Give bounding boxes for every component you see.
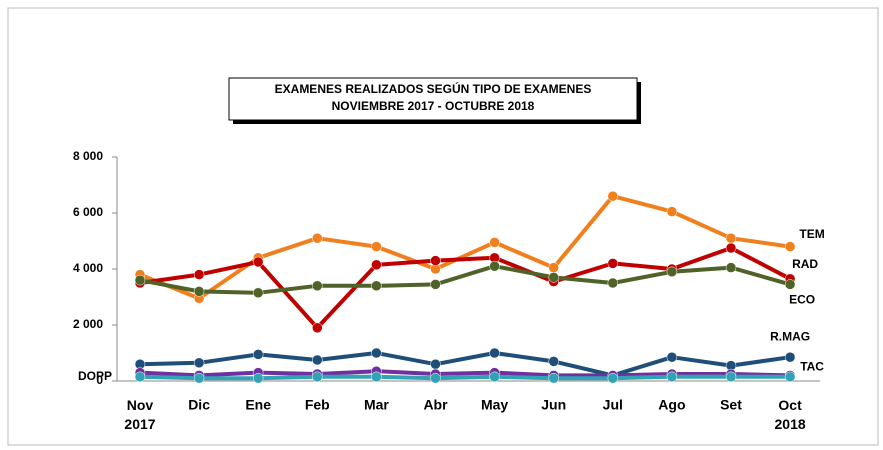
point (725, 232, 737, 244)
series-label: RAD (792, 257, 818, 271)
point (784, 279, 796, 290)
x-tick-label: Set (720, 397, 742, 413)
point (430, 279, 441, 290)
point (784, 241, 796, 252)
point (312, 371, 323, 383)
point (489, 260, 500, 272)
point (193, 286, 205, 297)
x-tick-label: Ago (658, 397, 685, 413)
point (252, 256, 264, 268)
point (666, 371, 678, 383)
point (312, 280, 323, 292)
series-line (139, 194, 791, 301)
point (725, 242, 737, 254)
point (193, 357, 205, 369)
x-tick-label: Mar (364, 397, 389, 413)
point (784, 371, 796, 383)
point (371, 241, 382, 252)
y-tick-label: 6 000 (73, 205, 103, 219)
x-tick-label: May (481, 397, 508, 413)
series-label: ECO (789, 293, 815, 307)
series-line (139, 351, 791, 378)
point (371, 347, 382, 359)
y-tick-label: 8 000 (73, 149, 103, 163)
point (784, 351, 796, 363)
series-label: R.MAG (770, 329, 810, 343)
point (252, 372, 264, 384)
point (134, 371, 146, 383)
point (607, 258, 619, 269)
point (371, 259, 382, 271)
point (430, 358, 441, 370)
chart-title: EXAMENES REALIZADOS SEGÚN TIPO DE EXAMEN… (275, 81, 592, 96)
point (193, 372, 205, 384)
point (193, 269, 205, 280)
point (430, 372, 441, 384)
point (430, 255, 441, 266)
series-line (139, 369, 791, 378)
point (666, 206, 678, 217)
point (548, 372, 559, 384)
y-tick-label: 0 (96, 373, 103, 387)
series-line (139, 264, 791, 295)
x-tick-label: Feb (305, 397, 330, 413)
series-line (139, 246, 792, 330)
x-tick-label: Dic (188, 397, 210, 413)
point (312, 322, 323, 334)
point (134, 274, 146, 286)
x-tick-label: Oct 2018 (775, 397, 806, 432)
point (666, 351, 678, 363)
x-tick-label: Abr (423, 397, 448, 413)
frame (7, 7, 879, 446)
series-label: TEM (799, 227, 824, 241)
point (489, 237, 500, 248)
point (252, 349, 264, 360)
point (312, 232, 323, 244)
x-tick-label: Nov 2017 (124, 397, 155, 432)
point (371, 371, 382, 383)
point (607, 190, 619, 202)
title-box (228, 77, 638, 121)
point (548, 272, 559, 283)
series-label: DOPP (78, 369, 112, 383)
point (371, 280, 382, 292)
point (489, 347, 500, 359)
series-line (139, 374, 791, 381)
point (666, 266, 678, 278)
point (607, 372, 619, 384)
point (312, 354, 323, 366)
series-label: TAC (800, 360, 824, 374)
point (489, 371, 500, 383)
point (252, 287, 264, 299)
point (548, 356, 559, 367)
point (548, 262, 559, 273)
point (725, 262, 737, 273)
point (607, 277, 619, 289)
y-tick-label: 2 000 (73, 317, 103, 331)
point (725, 371, 737, 383)
x-tick-label: Ene (245, 397, 271, 413)
chart-subtitle: NOVIEMBRE 2017 - OCTUBRE 2018 (332, 99, 535, 113)
x-tick-label: Jun (541, 397, 566, 413)
y-tick-label: 4 000 (73, 261, 103, 275)
x-tick-label: Jul (603, 397, 623, 413)
